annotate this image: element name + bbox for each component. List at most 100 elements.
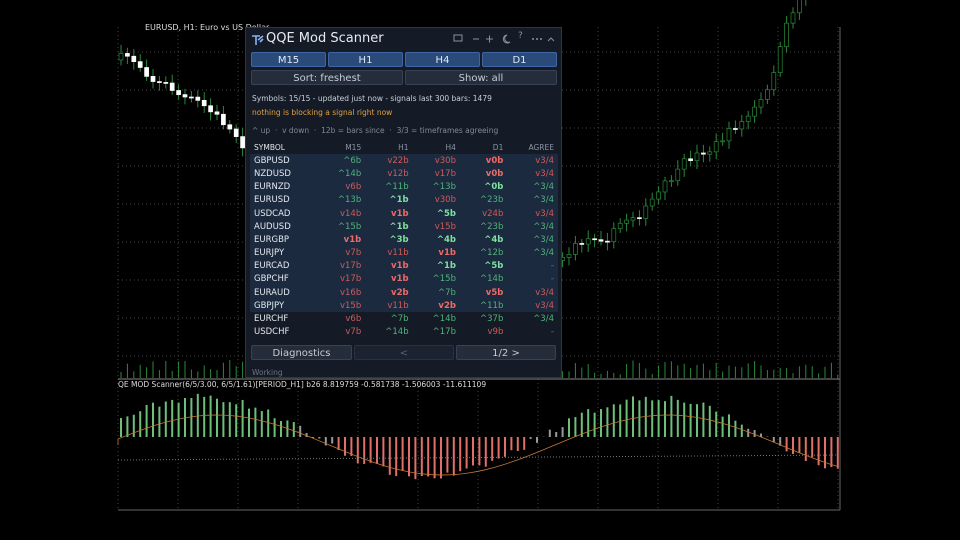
chart-decor (585, 238, 591, 245)
chart-decor (733, 128, 738, 130)
column-header: H4 (445, 143, 456, 153)
column-header: M15 (345, 143, 362, 153)
show-button[interactable]: Show: all (405, 70, 557, 85)
table-cell: GBPJPY (254, 300, 285, 311)
chart-decor (797, 0, 802, 14)
table-cell: v7b (345, 327, 362, 338)
table-cell: ^1b (389, 221, 409, 232)
table-cell: ^37b (480, 314, 504, 325)
table-cell: ^3/4 (533, 314, 554, 325)
chart-decor (163, 82, 169, 84)
table-cell: ^3/4 (533, 221, 554, 232)
chart-decor (214, 111, 220, 115)
table-cell: NZDUSD (254, 168, 291, 179)
chart-decor (137, 61, 143, 68)
logo (252, 35, 264, 45)
column-header: AGREE (528, 143, 555, 153)
diagnostics-button[interactable]: Diagnostics (251, 345, 352, 360)
sort-button[interactable]: Sort: freshest (251, 70, 403, 85)
table-cell: ^6b (343, 155, 362, 166)
table-cell: v3/4 (535, 155, 554, 166)
table-cell: v12b (387, 168, 409, 179)
legend: ^ up · v down · 12b = bars since · 3/3 =… (252, 126, 499, 135)
table-cell: ^4b (484, 234, 504, 245)
prev-button[interactable]: < (354, 345, 454, 360)
table-row: GBPCHF v17b v1b ^15b ^14b - (250, 272, 558, 287)
table-cell: ^3/4 (533, 195, 554, 206)
timeframe-tab[interactable]: D1 (482, 52, 557, 67)
chart-decor (765, 89, 770, 100)
chart-decor (739, 121, 745, 130)
table-row: EURAUD v16b v2b ^7b v5b v3/4 (250, 286, 558, 300)
table-cell: v6b (345, 314, 362, 325)
chart-decor (117, 454, 841, 461)
chart-decor (675, 168, 681, 182)
indicator-label: QE MOD Scanner(6/5/3.00, 6/5/1.61)[PERIO… (118, 380, 487, 389)
table-cell: v1b (438, 248, 456, 259)
table-cell: v17b (339, 261, 362, 272)
table-cell: GBPUSD (254, 155, 290, 166)
table-cell: v16b (339, 287, 362, 298)
timeframe-tab[interactable]: H4 (405, 52, 480, 67)
table-row: EURUSD ^13b ^1b v30b ^23b ^3/4 (250, 193, 558, 207)
chart-decor (605, 240, 610, 243)
table-cell: EURAUD (254, 287, 290, 298)
timeframe-tab[interactable]: H1 (328, 52, 403, 67)
chart-decor (150, 76, 156, 82)
chart-decor (566, 254, 572, 258)
chart-decor (189, 96, 194, 99)
timeframe-tab[interactable]: M15 (251, 52, 326, 67)
table-cell: v30b (434, 155, 456, 166)
table-cell: GBPCHF (254, 274, 289, 285)
table-cell: v30b (434, 195, 456, 206)
chart-decor (176, 90, 181, 95)
chart-decor (784, 22, 789, 47)
table-cell: v3/4 (535, 208, 554, 219)
chart-decor (598, 239, 604, 242)
column-header: D1 (492, 143, 504, 153)
next-button[interactable]: 1/2 > (456, 345, 556, 360)
chart-decor (611, 228, 617, 243)
table-cell: EURCHF (254, 314, 289, 325)
table-cell: ^14b (432, 314, 456, 325)
table-cell: v1b (391, 261, 409, 272)
table-cell: v2b (438, 300, 456, 311)
table-cell: v22b (387, 155, 409, 166)
state: Working (252, 368, 283, 377)
table-cell: ^3b (389, 234, 409, 245)
panel-title: QQE Mod Scanner (266, 31, 384, 46)
toolbar-icons[interactable] (451, 32, 561, 46)
chart-decor (669, 180, 674, 183)
table-row: USDCAD v14b v1b ^5b v24b v3/4 (250, 206, 558, 221)
table-cell: v15b (434, 221, 456, 232)
table-cell: v17b (339, 274, 362, 285)
chart-decor (688, 158, 693, 162)
chart-decor (701, 152, 706, 155)
table-cell: v1b (391, 274, 409, 285)
table-cell: ^14b (385, 327, 409, 338)
table-row: NZDUSD ^14b v12b v17b v0b v3/4 (250, 167, 558, 181)
table-cell: v17b (434, 168, 456, 179)
table-cell: ^3/4 (533, 234, 554, 245)
chart-decor (752, 106, 757, 117)
table-cell: v14b (339, 208, 362, 219)
chart-decor (713, 141, 719, 153)
table-cell: ^14b (337, 168, 362, 179)
table-row: AUDUSD ^15b ^1b v15b ^23b ^3/4 (250, 220, 558, 234)
table-cell: ^13b (337, 195, 362, 206)
column-header: SYMBOL (254, 143, 285, 153)
chart-decor (208, 105, 213, 113)
table-cell: ^11b (385, 182, 409, 193)
table-cell: ^13b (432, 182, 456, 193)
chart-decor (182, 94, 188, 98)
chart-decor (643, 205, 649, 219)
chart-decor (707, 151, 713, 155)
table-cell: EURUSD (254, 195, 290, 206)
table-cell: v6b (345, 182, 362, 193)
chart-decor (790, 12, 796, 24)
scanner-panel: QQE Mod Scanner ? M15 H1 H4 D1 Sort: freshe… (245, 27, 562, 378)
chart-decor (758, 99, 764, 108)
chart-decor (777, 46, 783, 73)
help-icon[interactable]: ? (518, 31, 523, 41)
